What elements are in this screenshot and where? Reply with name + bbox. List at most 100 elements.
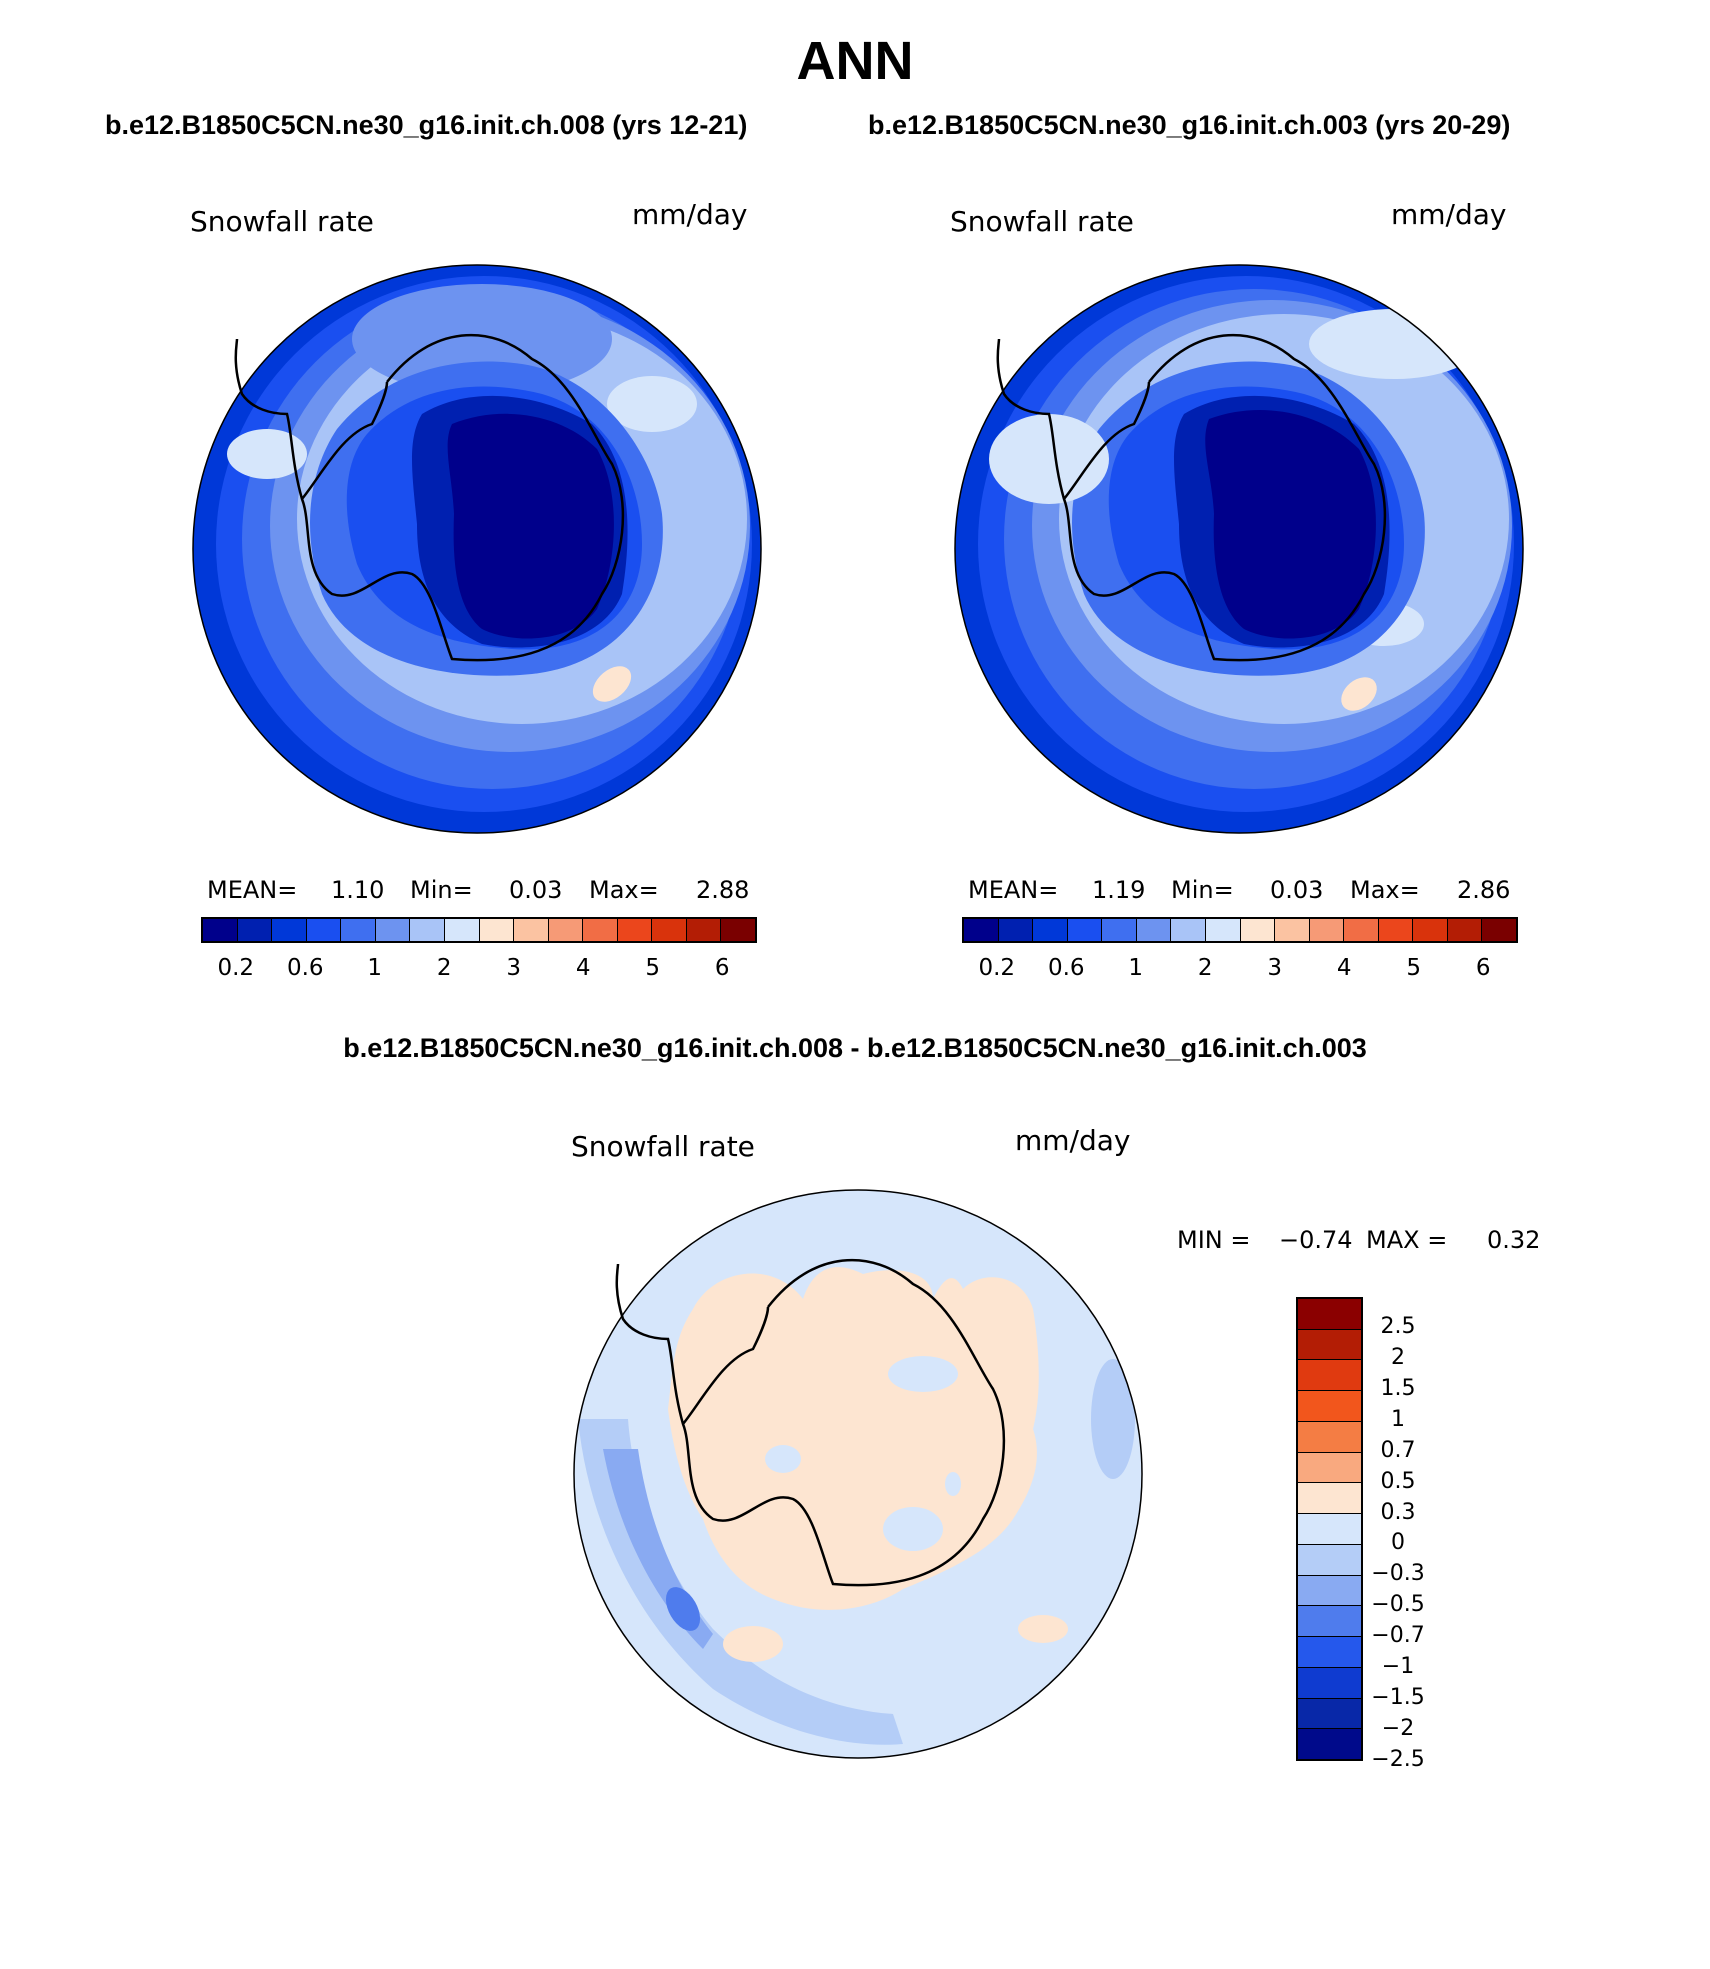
colorbar-swatch — [410, 919, 445, 941]
map1-core — [447, 413, 614, 639]
colorbar-tick-label: −0.7 — [1371, 1623, 1425, 1649]
colorbar-tick-label: 6 — [714, 955, 730, 981]
panel2-max: 2.86 — [1457, 876, 1511, 904]
colorbar-swatch — [1298, 1514, 1361, 1545]
colorbar-swatch — [1205, 919, 1241, 941]
colorbar-swatch — [1240, 919, 1276, 941]
colorbar-tick-label: 2 — [436, 955, 452, 981]
colorbar-swatch — [1298, 1299, 1361, 1330]
difference-title: b.e12.B1850C5CN.ne30_g16.init.ch.008 - b… — [343, 1033, 1367, 1063]
colorbar-tick-label: 2 — [1391, 1344, 1405, 1370]
diff-min: −0.74 — [1279, 1226, 1353, 1254]
colorbar-tick-label: 0.6 — [286, 955, 324, 981]
subtitle-left: b.e12.B1850C5CN.ne30_g16.init.ch.008 (yr… — [105, 110, 748, 140]
colorbar-swatch — [203, 919, 238, 941]
panel2-min: 0.03 — [1270, 876, 1324, 904]
diff-max-label: MAX = — [1366, 1226, 1448, 1254]
subtitle-right: b.e12.B1850C5CN.ne30_g16.init.ch.003 (yr… — [868, 110, 1511, 140]
colorbar-swatch — [1298, 1483, 1361, 1515]
snowfall-difference-map — [573, 1189, 1143, 1759]
map2-globe-border — [954, 264, 1524, 834]
panel1-mean-label: MEAN= — [207, 876, 298, 904]
diff-light-blob-4 — [945, 1472, 961, 1496]
diff-warm-blob-1 — [723, 1626, 783, 1662]
colorbar-swatch — [1298, 1544, 1361, 1576]
colorbar-swatch — [1298, 1329, 1361, 1361]
colorbar-swatch — [1298, 1452, 1361, 1484]
colorbar-tick-label: 0.5 — [1380, 1468, 1416, 1494]
colorbar-swatch — [479, 919, 515, 941]
colorbar-tick-label: −0.5 — [1371, 1592, 1425, 1618]
colorbar-swatch — [514, 919, 549, 941]
diff-light-blob-1 — [883, 1507, 943, 1551]
colorbar-tick-label: 3 — [506, 955, 522, 981]
colorbar-swatch — [1298, 1360, 1361, 1392]
panel2-units: mm/day — [1391, 198, 1507, 231]
map1-high-patch — [352, 284, 612, 394]
colorbar-swatch — [548, 919, 584, 941]
colorbar-tick-label: 5 — [645, 955, 661, 981]
diff-left-band-dark — [665, 1587, 701, 1631]
panel1-min: 0.03 — [509, 876, 563, 904]
diff-light-blob-2 — [765, 1445, 801, 1473]
colorbar-tick-label: −0.3 — [1371, 1561, 1425, 1587]
colorbar-tick-label: −2.5 — [1371, 1747, 1425, 1772]
colorbar-swatch — [1298, 1667, 1361, 1699]
colorbar-swatch — [1298, 1637, 1361, 1668]
colorbar-tick-label: 4 — [575, 955, 591, 981]
panel2-variable: Snowfall rate — [950, 205, 1134, 238]
colorbar-tick-label: 0.2 — [978, 955, 1016, 981]
diff-light-blob-3 — [888, 1356, 958, 1392]
colorbar-tick-label: 0.2 — [217, 955, 255, 981]
colorbar-tick-label: 1 — [367, 955, 383, 981]
panel1-units: mm/day — [632, 198, 748, 231]
colorbar-tick-label: 5 — [1406, 955, 1422, 981]
map2-coastline — [996, 333, 1387, 662]
panel1-max-label: Max= — [589, 876, 659, 904]
colorbar-tick-label: 0.3 — [1380, 1499, 1416, 1525]
panel1-max: 2.88 — [696, 876, 750, 904]
colorbar-swatch — [686, 919, 722, 941]
diff-min-label: MIN = — [1177, 1226, 1251, 1254]
colorbar-swatch — [1413, 919, 1448, 941]
colorbar-swatch — [272, 919, 307, 941]
map1-warm-patch — [592, 666, 632, 702]
colorbar-swatch — [444, 919, 480, 941]
colorbar-right — [962, 917, 1518, 943]
colorbar-swatch — [1033, 919, 1068, 941]
colorbar-tick-label: 0.6 — [1047, 955, 1085, 981]
diff-warm-region — [668, 1267, 1039, 1610]
map1-light-patch — [607, 376, 697, 432]
diff-warm-blob-2 — [1018, 1615, 1068, 1643]
snowfall-map-left — [192, 264, 762, 834]
colorbar-tick-label: 1 — [1391, 1406, 1405, 1432]
colorbar-difference-ticks: 2.5 2 1.5 1 0.7 0.5 0.3 0 −0.3 −0.5 −0.7 −1 −1.5 −2 −2… — [1363, 1297, 1443, 1772]
colorbar-tick-label: 3 — [1267, 955, 1283, 981]
colorbar-tick-label: 1.5 — [1380, 1375, 1416, 1401]
colorbar-swatch — [1275, 919, 1310, 941]
colorbar-swatch — [1298, 1606, 1361, 1638]
colorbar-tick-label: 6 — [1475, 955, 1491, 981]
colorbar-swatch — [998, 919, 1034, 941]
colorbar-swatch — [652, 919, 687, 941]
colorbar-swatch — [375, 919, 411, 941]
diff-coastline — [615, 1258, 1006, 1587]
colorbar-tick-label: 4 — [1336, 955, 1352, 981]
colorbar-swatch — [1298, 1421, 1361, 1453]
colorbar-swatch — [341, 919, 376, 941]
snowfall-map-right — [954, 264, 1524, 834]
colorbar-left-ticks: 0.2 0.6 1 2 3 4 5 6 — [201, 955, 757, 985]
colorbar-tick-label: −1.5 — [1371, 1685, 1425, 1711]
diff-right-band-light — [1091, 1359, 1135, 1479]
map1-peninsula-light — [227, 429, 307, 479]
map2-warm-patch — [1341, 677, 1377, 711]
colorbar-tick-label: 1 — [1128, 955, 1144, 981]
colorbar-tick-label: 0 — [1391, 1530, 1405, 1556]
colorbar-swatch — [583, 919, 618, 941]
colorbar-swatch — [1102, 919, 1137, 941]
colorbar-tick-label: 2.5 — [1380, 1313, 1416, 1339]
colorbar-right-ticks: 0.2 0.6 1 2 3 4 5 6 — [962, 955, 1518, 985]
colorbar-swatch — [1344, 919, 1379, 941]
diff-globe-border — [573, 1189, 1143, 1759]
colorbar-swatch — [1447, 919, 1483, 941]
